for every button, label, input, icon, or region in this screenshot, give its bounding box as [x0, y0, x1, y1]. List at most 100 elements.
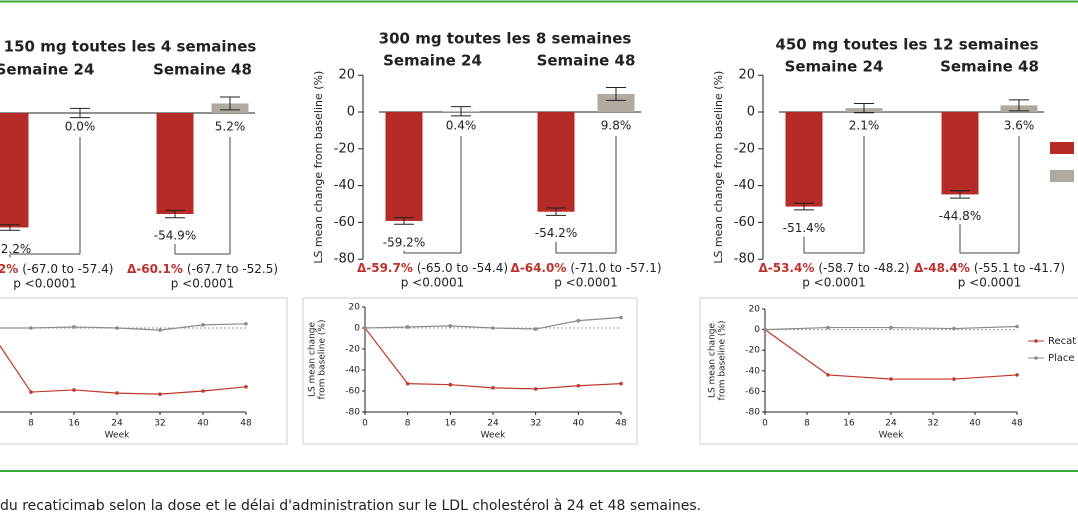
y-tick-label: 0	[754, 325, 760, 335]
x-tick-label: 0	[362, 419, 368, 429]
point	[952, 326, 956, 331]
x-tick-label: 40	[969, 419, 981, 429]
value-label: 9.8%	[601, 119, 632, 133]
bar	[785, 112, 823, 207]
y-tick-label: -40	[745, 366, 760, 376]
bar	[0, 113, 29, 228]
x-tick-label: 8	[804, 419, 810, 429]
x-tick-label: 48	[615, 419, 627, 429]
point	[158, 328, 162, 332]
delta-ci: (-65.0 to -54.4)	[417, 261, 508, 275]
point	[448, 324, 453, 328]
legend-swatch	[1050, 142, 1074, 154]
point	[244, 322, 248, 326]
y-axis-label: LS mean change	[708, 322, 718, 398]
y-tick-label: -60	[745, 387, 760, 397]
y-tick-label: -20	[345, 345, 360, 355]
point	[115, 326, 119, 330]
bar	[597, 93, 635, 112]
point	[952, 377, 956, 381]
y-tick-label: -40	[334, 178, 355, 193]
delta-value: Δ-53.4%	[758, 261, 814, 275]
x-tick-label: 24	[885, 419, 897, 429]
x-tick-label: 40	[573, 419, 585, 429]
value-label: 0.0%	[65, 120, 96, 134]
x-tick-label: 24	[111, 419, 123, 429]
point	[405, 381, 410, 386]
bar	[385, 112, 423, 221]
series-line	[0, 344, 247, 395]
x-tick-label: 8	[405, 419, 411, 429]
delta-annotation: Δ-59.7% (-65.0 to -54.4)	[357, 261, 508, 275]
point	[158, 392, 162, 396]
value-label: 3.6%	[1004, 119, 1035, 133]
point	[619, 315, 623, 320]
delta-ci: (-67.7 to -52.5)	[187, 262, 278, 276]
group-label: Semaine 48	[153, 61, 252, 79]
p-value: p <0.0001	[802, 276, 865, 290]
y-axis-label: LS mean change from baseline (%)	[312, 71, 325, 264]
value-label: 5.2%	[215, 120, 246, 134]
p-value: p <0.0001	[554, 276, 617, 290]
y-tick-label: -40	[345, 366, 360, 376]
point	[72, 325, 76, 329]
point	[448, 382, 453, 387]
point	[491, 326, 495, 330]
legend-label: Recat	[1048, 336, 1076, 347]
y-axis-label: LS mean change from baseline (%)	[712, 71, 725, 264]
delta-ci: (-67.0 to -57.4)	[22, 262, 113, 276]
group-label: Semaine 48	[940, 58, 1039, 76]
y-axis-label: from baseline (%)	[718, 321, 728, 401]
x-tick-label: 16	[843, 419, 855, 429]
point	[115, 391, 119, 395]
x-tick-label: 48	[1011, 419, 1023, 429]
legend-swatch	[1050, 170, 1074, 182]
x-tick-label: 16	[445, 419, 457, 429]
point	[576, 318, 581, 323]
legend-marker	[1034, 339, 1038, 343]
bar	[156, 113, 194, 215]
point	[619, 381, 623, 386]
y-tick-label: -20	[334, 141, 355, 156]
y-tick-label: -80	[745, 408, 760, 418]
delta-value: Δ-59.7%	[357, 261, 413, 275]
panel-title: 450 mg toutes les 12 semaines	[775, 36, 1038, 54]
value-label: -44.8%	[939, 209, 981, 223]
x-axis-label: Week	[879, 431, 904, 441]
y-axis-label: LS mean change	[308, 321, 318, 397]
group-label: Semaine 24	[0, 61, 94, 79]
bar	[941, 112, 979, 195]
group-label: Semaine 24	[785, 58, 884, 76]
point	[201, 389, 205, 393]
value-label: -62.2%	[0, 242, 31, 256]
legend-label: Place	[1048, 353, 1075, 364]
y-tick-label: -20	[745, 346, 760, 356]
point	[533, 327, 538, 331]
point	[72, 388, 76, 392]
panel-box	[0, 297, 288, 445]
x-tick-label: 0	[762, 419, 768, 429]
p-value: p <0.0001	[13, 277, 76, 291]
value-label: -51.4%	[783, 221, 825, 235]
y-tick-label: -60	[345, 387, 360, 397]
delta-value: Δ-60.1%	[127, 262, 183, 276]
delta-value: 62.2%	[0, 262, 18, 276]
point	[826, 373, 830, 377]
x-tick-label: 16	[68, 419, 80, 429]
x-tick-label: 32	[154, 419, 165, 429]
point	[533, 387, 538, 391]
p-value: p <0.0001	[958, 276, 1021, 290]
point	[1015, 324, 1019, 329]
x-tick-label: 40	[197, 419, 209, 429]
point	[826, 325, 830, 330]
point	[29, 326, 33, 330]
point	[363, 326, 367, 330]
y-tick-label: 20	[749, 305, 761, 315]
y-tick-label: 20	[338, 68, 355, 83]
x-tick-label: 32	[530, 419, 541, 429]
group-label: Semaine 24	[383, 52, 482, 70]
point	[1015, 373, 1019, 377]
y-tick-label: -60	[734, 215, 755, 230]
y-axis-label: from baseline (%)	[318, 320, 328, 400]
